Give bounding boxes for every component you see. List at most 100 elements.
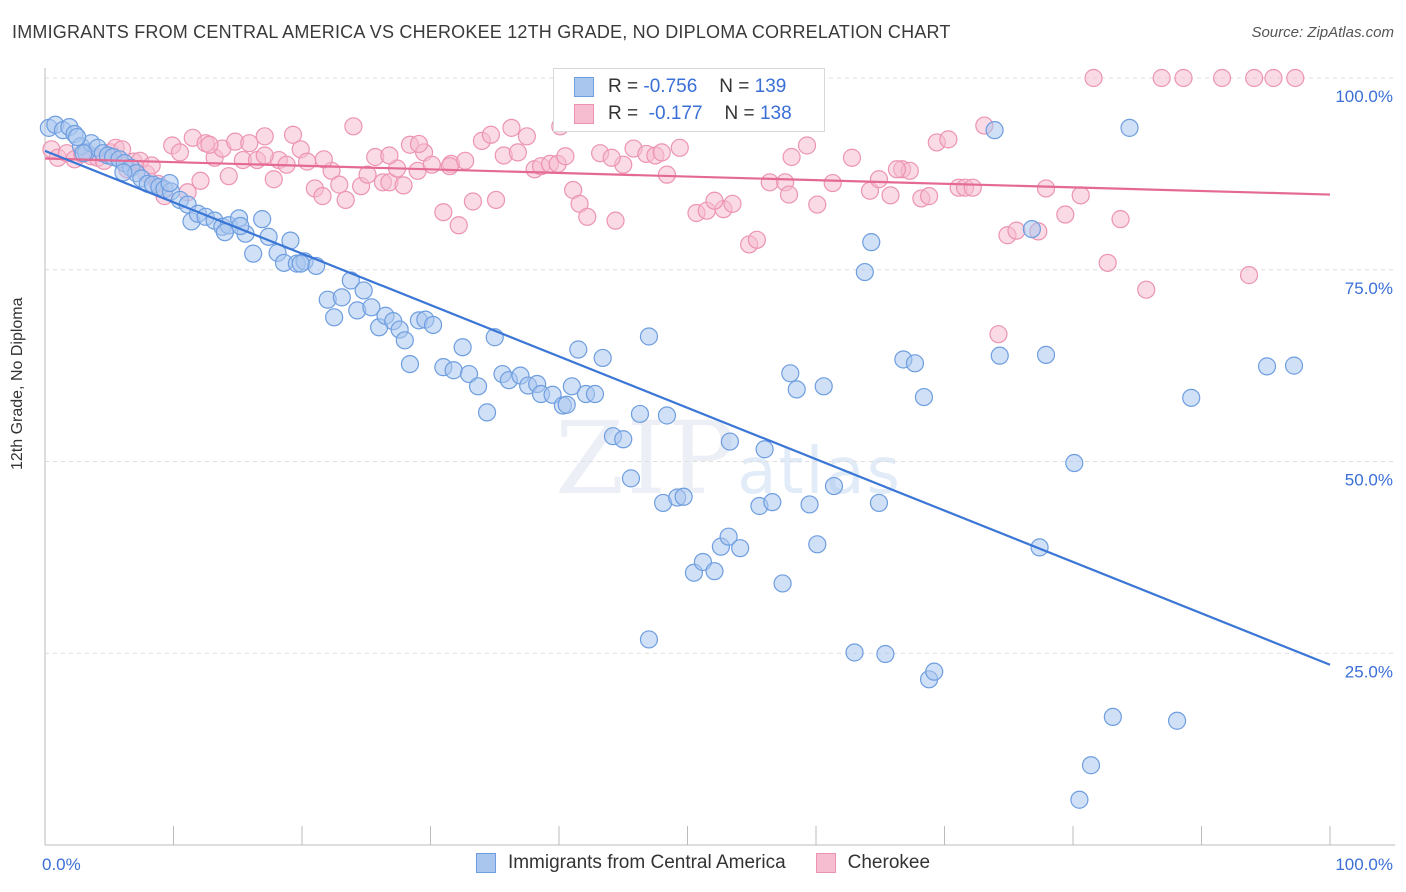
point-cherokee xyxy=(240,134,259,153)
legend-r-label: R = xyxy=(608,76,639,97)
point-immigrants xyxy=(914,387,934,407)
point-cherokee xyxy=(255,127,274,146)
point-immigrants xyxy=(325,308,344,327)
point-immigrants xyxy=(68,127,87,147)
point-immigrants xyxy=(855,262,874,282)
legend-swatch-blue xyxy=(574,77,594,97)
point-cherokee xyxy=(602,148,621,167)
point-immigrants xyxy=(459,364,479,384)
point-immigrants xyxy=(621,469,641,488)
point-cherokee xyxy=(481,125,500,144)
point-immigrants xyxy=(557,395,576,414)
point-immigrants xyxy=(787,380,806,399)
point-immigrants xyxy=(773,574,792,593)
trendline-immigrants xyxy=(44,149,1331,666)
point-immigrants xyxy=(362,298,381,317)
point-cherokee xyxy=(842,148,862,167)
point-cherokee xyxy=(434,203,453,222)
point-immigrants xyxy=(1167,711,1187,730)
y-tick-label: 25.0% xyxy=(1345,662,1393,681)
point-cherokee xyxy=(869,170,889,189)
point-cherokee xyxy=(344,117,363,136)
point-immigrants xyxy=(905,354,925,373)
point-cherokee xyxy=(652,143,671,162)
point-cherokee xyxy=(1286,68,1305,88)
point-immigrants xyxy=(720,432,740,451)
point-cherokee xyxy=(336,190,355,210)
point-immigrants xyxy=(869,493,889,513)
point-immigrants xyxy=(862,233,881,252)
point-immigrants xyxy=(562,377,581,396)
point-immigrants xyxy=(824,476,844,496)
point-cherokee xyxy=(380,146,399,165)
source-label: Source: ZipAtlas.com xyxy=(1251,24,1394,41)
point-cherokee xyxy=(578,207,597,226)
point-cherokee xyxy=(1071,186,1090,205)
legend-r-label: R = xyxy=(608,103,639,124)
point-immigrants xyxy=(354,281,373,300)
point-cherokee xyxy=(747,230,766,249)
point-cherokee xyxy=(283,125,303,144)
legend-row-immigrants: R = -0.756 N = 139 xyxy=(574,74,786,100)
legend-label-cherokee: Cherokee xyxy=(847,852,931,873)
point-cherokee xyxy=(463,192,483,211)
legend-r-value: -0.177 xyxy=(648,103,703,124)
legend-swatch-pink xyxy=(815,853,836,873)
legend-r-value: -0.756 xyxy=(643,76,698,97)
point-immigrants xyxy=(845,643,864,662)
point-cherokee xyxy=(298,152,317,171)
point-immigrants xyxy=(395,331,414,350)
point-immigrants xyxy=(291,254,310,273)
point-immigrants xyxy=(444,361,463,380)
point-immigrants xyxy=(253,210,272,229)
y-tick-label: 75.0% xyxy=(1345,279,1393,298)
point-cherokee xyxy=(963,178,982,197)
point-cherokee xyxy=(1036,179,1056,198)
point-cherokee xyxy=(606,211,625,230)
point-immigrants xyxy=(332,288,351,307)
point-cherokee xyxy=(670,138,689,157)
point-cherokee xyxy=(330,175,349,194)
point-cherokee xyxy=(502,118,521,137)
point-cherokee xyxy=(1137,280,1156,299)
point-immigrants xyxy=(1120,118,1139,137)
point-immigrants xyxy=(74,144,93,163)
point-immigrants xyxy=(639,327,659,346)
point-cherokee xyxy=(782,147,801,167)
point-immigrants xyxy=(1065,453,1084,473)
legend-n-label: N = xyxy=(719,76,750,97)
point-immigrants xyxy=(1022,219,1041,239)
point-immigrants xyxy=(244,244,263,263)
point-cherokee xyxy=(1174,68,1193,88)
point-immigrants xyxy=(876,644,895,664)
point-cherokee xyxy=(191,171,210,190)
point-cherokee xyxy=(409,134,429,154)
point-cherokee xyxy=(657,165,677,184)
point-immigrants xyxy=(630,404,650,424)
point-immigrants xyxy=(468,377,488,396)
point-immigrants xyxy=(781,364,800,383)
legend-n-label: N = xyxy=(724,103,755,124)
point-cherokee xyxy=(508,143,527,162)
point-cherokee xyxy=(200,135,219,154)
point-cherokee xyxy=(797,136,817,155)
point-cherokee xyxy=(219,167,238,186)
point-immigrants xyxy=(925,662,944,681)
point-cherokee xyxy=(887,160,907,179)
point-cherokee xyxy=(881,186,900,205)
legend-n-value: 139 xyxy=(754,76,787,97)
point-cherokee xyxy=(517,127,536,146)
point-cherokee xyxy=(313,187,332,206)
y-tick-label: 50.0% xyxy=(1345,471,1393,490)
point-cherokee xyxy=(723,194,742,213)
legend-item-cherokee: Cherokee xyxy=(815,852,931,874)
point-immigrants xyxy=(719,527,738,546)
point-cherokee xyxy=(1152,68,1171,88)
x-tick-label: 0.0% xyxy=(42,855,81,874)
point-cherokee xyxy=(1007,221,1026,240)
point-cherokee xyxy=(939,130,958,149)
point-immigrants xyxy=(814,377,833,396)
point-cherokee xyxy=(314,150,333,169)
y-tick-label: 100.0% xyxy=(1335,87,1393,106)
